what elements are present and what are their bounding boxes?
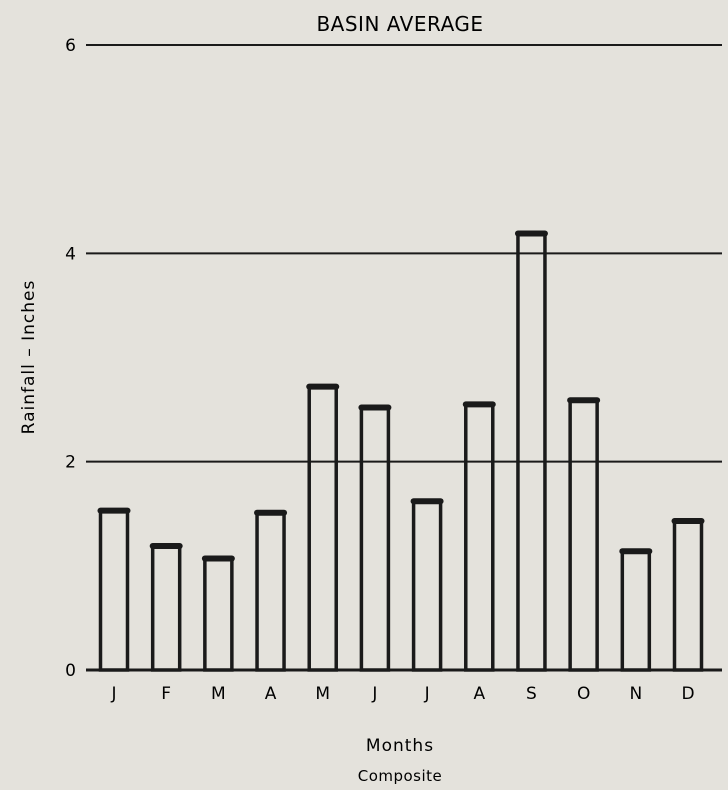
x-tick-label: J — [371, 684, 377, 704]
bar — [672, 519, 704, 672]
bar — [307, 384, 338, 672]
chart-caption: Composite — [358, 767, 443, 785]
y-axis-label: Rainfall – Inches — [19, 280, 39, 435]
bar — [203, 556, 234, 672]
y-tick-label: 2 — [65, 453, 76, 473]
x-tick-label: D — [681, 684, 694, 704]
x-tick-label: A — [265, 684, 277, 704]
bar — [359, 405, 391, 672]
bar — [464, 402, 495, 672]
x-tick-label: M — [211, 684, 226, 704]
bars — [97, 230, 705, 672]
bar — [98, 508, 130, 672]
x-tick-label: J — [424, 684, 430, 704]
gridlines — [86, 44, 722, 463]
x-tick-label: J — [110, 684, 116, 704]
y-tick-label: 0 — [65, 661, 76, 681]
bar — [411, 499, 443, 672]
bar — [620, 549, 652, 672]
bar — [516, 231, 547, 672]
bar — [568, 398, 599, 672]
x-tick-label: F — [161, 684, 171, 704]
x-tick-label: S — [526, 684, 537, 704]
x-tick-label: M — [315, 684, 330, 704]
x-axis-label: Months — [366, 736, 434, 756]
chart-title: BASIN AVERAGE — [316, 12, 483, 36]
y-tick-label: 4 — [65, 244, 76, 264]
y-axis-ticks: 0 2 4 6 — [65, 36, 76, 681]
x-tick-label: A — [473, 684, 485, 704]
bar — [150, 544, 182, 672]
x-tick-label: O — [577, 684, 590, 704]
x-tick-label: N — [629, 684, 642, 704]
bar — [255, 510, 286, 672]
y-tick-label: 6 — [65, 36, 76, 56]
